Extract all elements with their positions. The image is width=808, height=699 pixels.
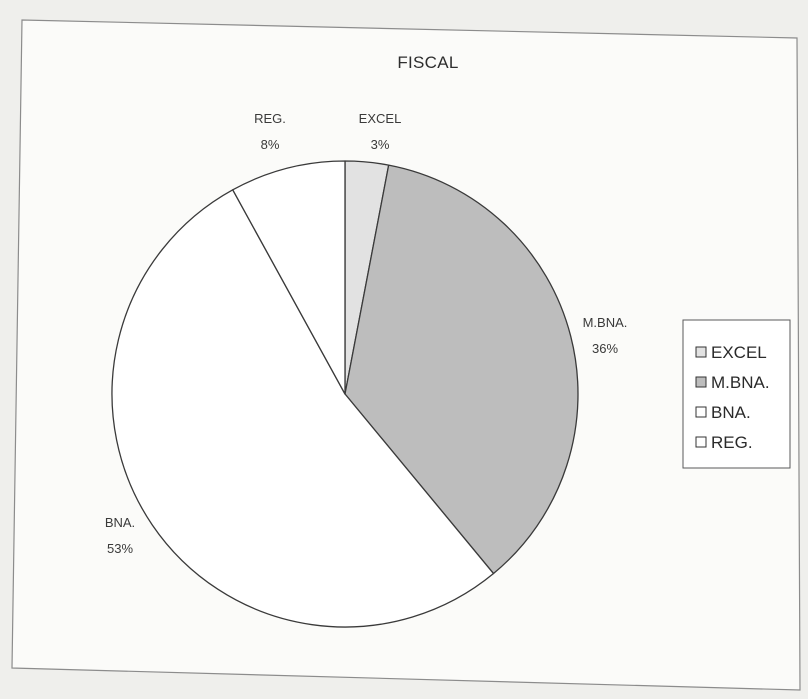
- pie-slice-m-bna: [344, 164, 579, 575]
- legend-item-bna: BNA.: [695, 403, 751, 422]
- legend: EXCEL M.BNA. BNA. REG.: [682, 319, 791, 469]
- legend-label-excel: EXCEL: [711, 343, 767, 362]
- legend-swatch-bna: [695, 406, 707, 418]
- legend-item-m-bna: M.BNA.: [695, 373, 770, 392]
- legend-swatch-m-bna: [695, 376, 707, 388]
- legend-item-reg: REG.: [695, 433, 753, 452]
- legend-label-m-bna: M.BNA.: [711, 373, 770, 392]
- legend-swatch-reg: [695, 436, 707, 448]
- data-label-reg-name: REG.: [254, 111, 286, 126]
- data-label-excel-name: EXCEL: [359, 111, 402, 126]
- data-labels: EXCEL 3% M.BNA. 36% BNA. 53% REG. 8%: [105, 111, 628, 556]
- legend-swatch-excel: [695, 346, 707, 358]
- pie-slice-bna: [111, 189, 495, 628]
- chart-title: FISCAL: [397, 53, 458, 72]
- data-label-reg-percent: 8%: [261, 137, 280, 152]
- pie-slices: [111, 160, 579, 628]
- data-label-excel-percent: 3%: [371, 137, 390, 152]
- legend-label-reg: REG.: [711, 433, 753, 452]
- data-label-bna-name: BNA.: [105, 515, 135, 530]
- data-label-bna-percent: 53%: [107, 541, 133, 556]
- legend-label-bna: BNA.: [711, 403, 751, 422]
- data-label-m-bna-percent: 36%: [592, 341, 618, 356]
- legend-item-excel: EXCEL: [695, 343, 767, 362]
- pie-slice-reg: [232, 160, 346, 395]
- data-label-m-bna-name: M.BNA.: [583, 315, 628, 330]
